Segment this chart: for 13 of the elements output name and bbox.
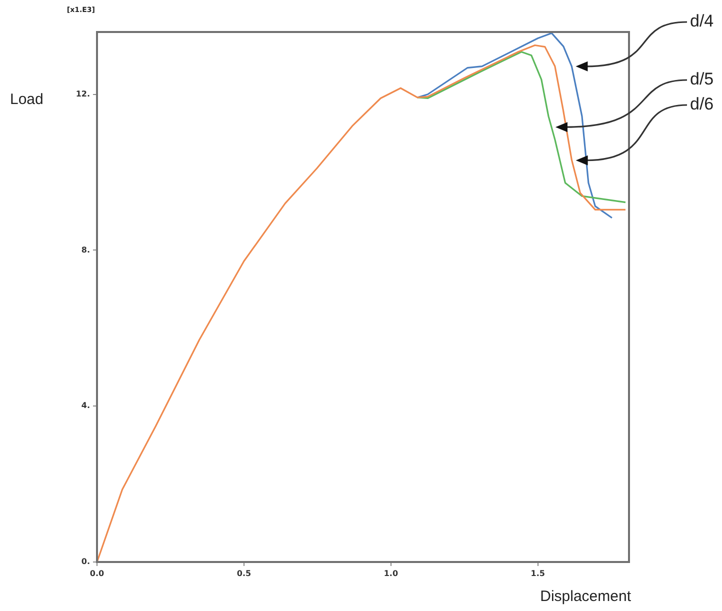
y-tick-label: 8. <box>81 245 90 254</box>
y-tick-label: 4. <box>81 401 90 410</box>
y-axis-title: Load <box>10 91 44 108</box>
x-tick-label: 0.0 <box>90 568 105 578</box>
text: d/5 <box>690 70 714 89</box>
x-tick-label: 0.5 <box>236 568 252 578</box>
x-axis-title: Displacement <box>540 588 632 606</box>
text: d/4 <box>690 12 714 31</box>
text: d/6 <box>690 94 714 114</box>
x-tick-label: 1.5 <box>530 568 546 578</box>
y-tick-label: 12. <box>76 89 90 98</box>
x-tick-label: 1.0 <box>384 568 398 578</box>
y-tick-label: 0. <box>81 557 90 566</box>
